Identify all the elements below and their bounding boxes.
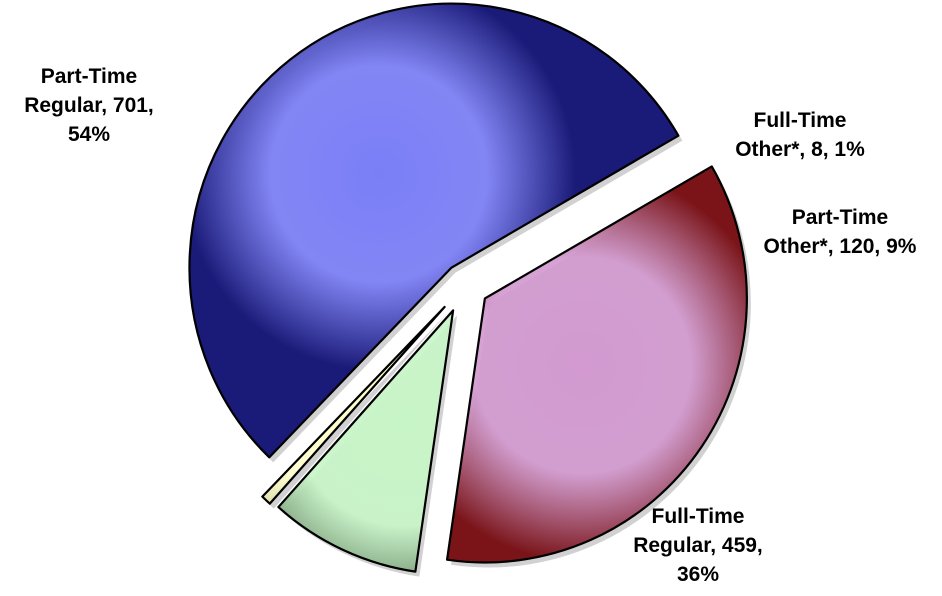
- slice-pt-regular: [188, 2, 680, 459]
- slice-ft-regular: [445, 165, 748, 564]
- slice-pt-other: [277, 309, 455, 573]
- slice-shadow-ft-other: [266, 311, 449, 509]
- slice-label-part-time-regular: Part-Time Regular, 701, 54%: [24, 65, 154, 146]
- slice-label-part-time-other: Part-Time Other*, 120, 9%: [763, 206, 917, 258]
- slice-ft-other: [261, 305, 446, 505]
- slice-label-full-time-regular: Full-Time Regular, 459, 36%: [633, 505, 763, 586]
- pie-slices: [188, 2, 751, 577]
- slice-label-full-time-other: Full-Time Other*, 8, 1%: [735, 109, 865, 161]
